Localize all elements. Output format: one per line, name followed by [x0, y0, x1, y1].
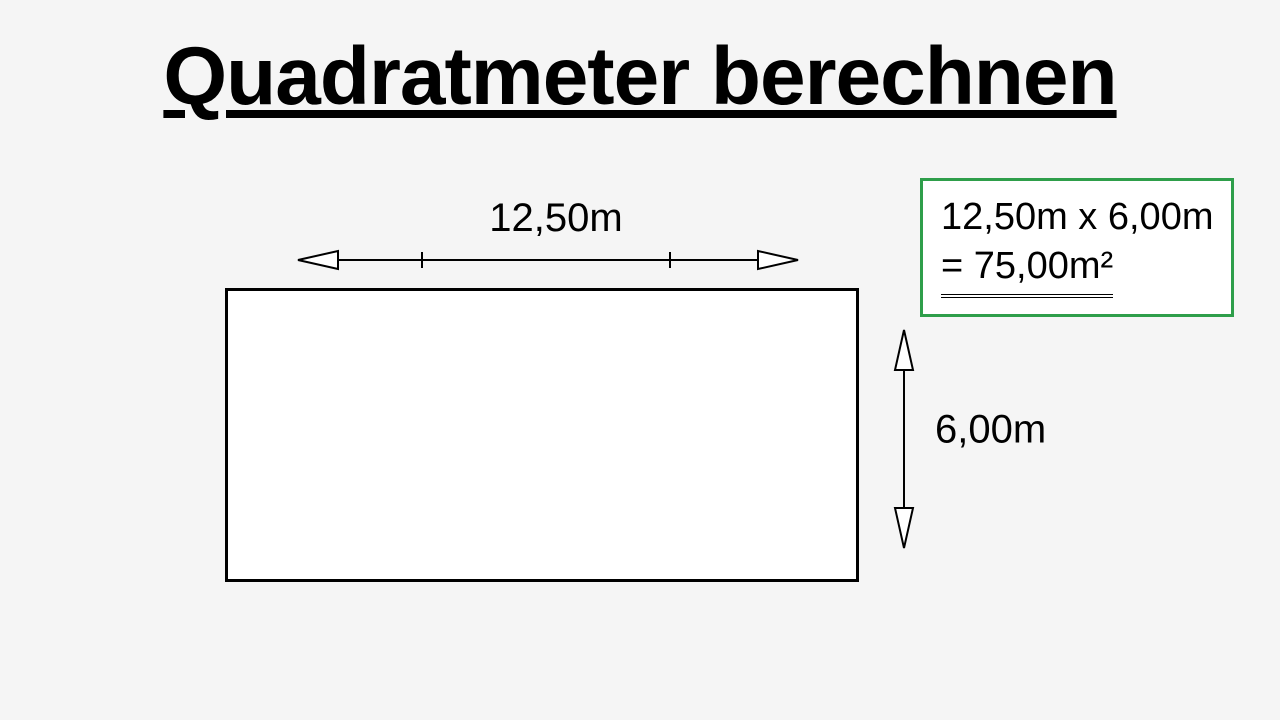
rectangle-shape [225, 288, 859, 582]
width-dimension-arrow [278, 240, 818, 280]
height-dimension-arrow [884, 310, 924, 568]
width-dimension-label: 12,50m [489, 196, 622, 241]
result-expression: 12,50m x 6,00m [941, 193, 1213, 242]
page-title: Quadratmeter berechnen [0, 30, 1280, 124]
height-dimension-label: 6,00m [935, 408, 1046, 453]
result-value: = 75,00m² [941, 242, 1113, 297]
result-box: 12,50m x 6,00m = 75,00m² [920, 178, 1234, 317]
title-text: Quadratmeter berechnen [163, 31, 1116, 122]
diagram-canvas: Quadratmeter berechnen 12,50m 6,00m 12,5… [0, 0, 1280, 720]
